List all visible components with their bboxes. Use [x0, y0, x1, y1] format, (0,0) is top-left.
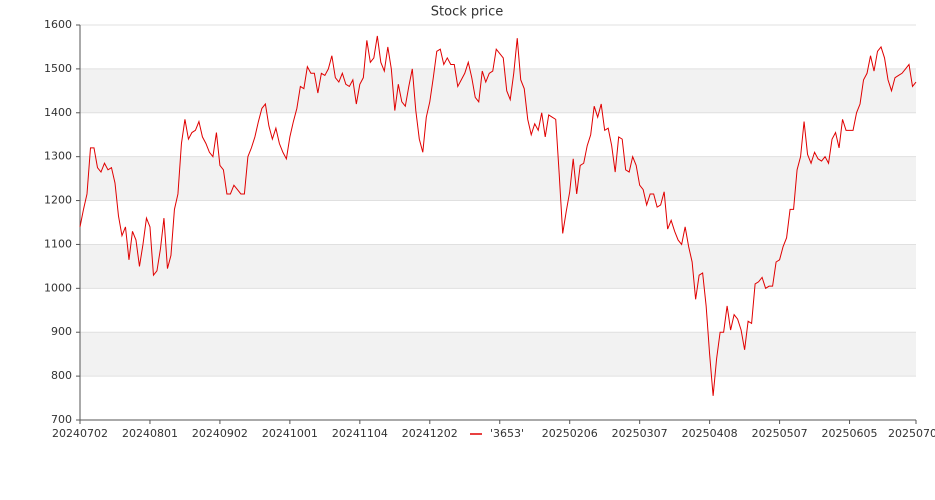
grid-band	[80, 156, 916, 201]
y-tick-label: 1100	[44, 237, 72, 250]
grid-band	[80, 332, 916, 377]
x-tick-label: 20250507	[752, 427, 808, 440]
line-series	[79, 35, 917, 396]
y-tick-label: 1400	[44, 106, 72, 119]
legend-box	[466, 426, 536, 442]
x-tick-label: 20250307	[612, 427, 668, 440]
x-tick-label: 20250408	[682, 427, 738, 440]
y-tick-label: 1000	[44, 281, 72, 294]
x-tick-label: 20250702	[888, 427, 935, 440]
y-tick-label: 900	[51, 325, 72, 338]
chart-title: Stock price	[431, 5, 503, 20]
grid-band	[80, 68, 916, 113]
y-tick-label: 800	[51, 369, 72, 382]
x-tick-label: 20250206	[542, 427, 598, 440]
x-tick-label: 20241202	[402, 427, 458, 440]
y-tick-label: 1200	[44, 194, 72, 207]
x-tick-label: 20240801	[122, 427, 178, 440]
y-tick-label: 1600	[44, 18, 72, 31]
y-tick-label: 1500	[44, 62, 72, 75]
x-tick-label: 20240702	[52, 427, 108, 440]
x-tick-label: 20241001	[262, 427, 318, 440]
legend-label: '3653'	[490, 427, 524, 440]
y-tick-label: 1300	[44, 150, 72, 163]
y-tick-label: 700	[51, 413, 72, 426]
x-tick-label: 20250605	[822, 427, 878, 440]
x-tick-label: 20241104	[332, 427, 388, 440]
legend: '3653'	[466, 426, 536, 442]
x-tick-label: 20240902	[192, 427, 248, 440]
grid-band	[80, 244, 916, 289]
